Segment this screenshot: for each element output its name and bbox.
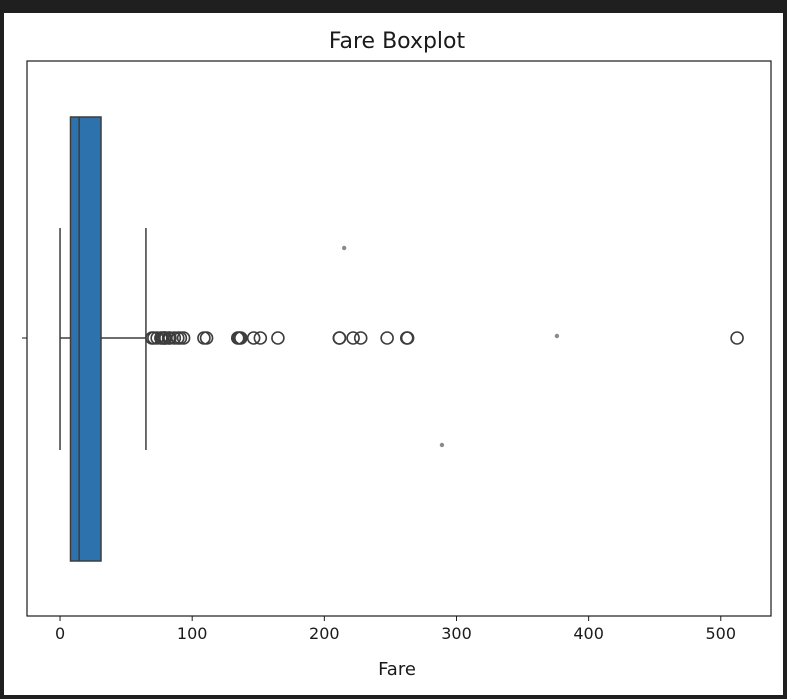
outlier-point bbox=[730, 331, 744, 345]
x-axis-ticks: 0 100 200 300 400 500 bbox=[55, 616, 736, 643]
outlier-point bbox=[332, 331, 347, 345]
jitter-point bbox=[554, 333, 560, 339]
chart-title: Fare Boxplot bbox=[329, 29, 466, 54]
outlier-point bbox=[353, 331, 368, 345]
x-tick-label: 400 bbox=[573, 624, 604, 643]
outlier-point bbox=[233, 331, 248, 345]
outlier-point bbox=[271, 331, 285, 345]
outlier-point bbox=[346, 331, 360, 345]
x-tick-label: 0 bbox=[55, 624, 65, 643]
outlier-point bbox=[400, 331, 415, 345]
x-tick-label: 100 bbox=[177, 624, 208, 643]
x-tick-label: 500 bbox=[706, 624, 737, 643]
x-tick-label: 200 bbox=[309, 624, 340, 643]
outlier-point bbox=[176, 331, 191, 345]
outlier-point bbox=[197, 331, 211, 345]
jitter-point bbox=[341, 245, 347, 251]
outlier-point bbox=[199, 331, 214, 345]
x-tick-label: 300 bbox=[441, 624, 472, 643]
chart-frame: Fare Boxplot 0 100 200 300 400 500 Fare bbox=[4, 13, 783, 695]
plot-marks bbox=[59, 116, 744, 562]
boxplot-chart: Fare Boxplot 0 100 200 300 400 500 Fare bbox=[22, 29, 772, 680]
iqr-box bbox=[69, 116, 102, 562]
outlier-point bbox=[253, 331, 268, 345]
outlier-point bbox=[380, 331, 394, 345]
outlier-point bbox=[246, 331, 261, 345]
jitter-point bbox=[439, 442, 445, 448]
outlier-point bbox=[167, 331, 182, 345]
x-axis-label: Fare bbox=[378, 659, 416, 680]
outlier-point bbox=[163, 331, 177, 345]
